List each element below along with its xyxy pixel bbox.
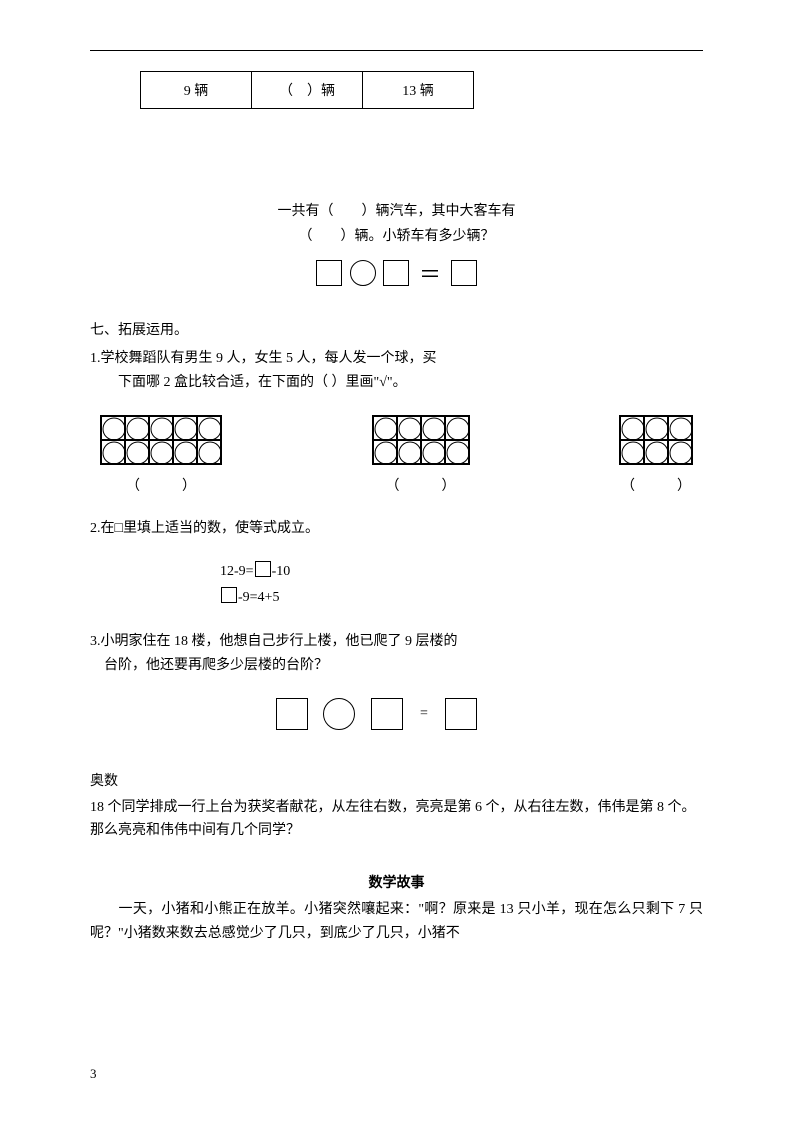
question-3: 3.小明家住在 18 楼，他想自己步行上楼，他已爬了 9 层楼的 台阶，他还要再…	[90, 630, 703, 678]
ball-cell	[620, 440, 644, 464]
question-1: 1.学校舞蹈队有男生 9 人，女生 5 人，每人发一个球，买 下面哪 2 盒比较…	[90, 347, 703, 395]
ball-cell	[101, 440, 125, 464]
ball-cell	[149, 416, 173, 440]
text-line: 一共有（ ）辆汽车，其中大客车有	[278, 204, 516, 219]
ball-cell	[421, 416, 445, 440]
car-question: 一共有（ ）辆汽车，其中大客车有 （ ）辆。小轿车有多少辆？	[90, 199, 703, 249]
car-table: 9 辆 （ ）辆 13 辆	[140, 71, 474, 109]
ball-cell	[644, 440, 668, 464]
ball-cell	[373, 440, 397, 464]
ball-cell	[620, 416, 644, 440]
blank-square[interactable]	[276, 698, 308, 730]
ball-cell	[421, 440, 445, 464]
eq-text: -9=4+5	[238, 590, 279, 605]
option-3: （ ）	[619, 415, 693, 495]
header-rule	[90, 50, 703, 51]
ball-cell	[125, 440, 149, 464]
section-title: 七、拓展运用。	[90, 319, 703, 339]
text-line: 下面哪 2 盒比较合适，在下面的（ ）里画"√"。	[104, 375, 407, 390]
eq-text: 12-9=	[220, 564, 254, 579]
text-line: 3.小明家住在 18 楼，他想自己步行上楼，他已爬了 9 层楼的	[90, 634, 458, 649]
aoshu-text: 18 个同学排成一行上台为获奖者献花，从左往右数，亮亮是第 6 个，从右往左数，…	[90, 797, 703, 842]
equation-template-2: =	[50, 698, 703, 730]
question-2-equations: 12-9= -10 -9=4+5	[220, 559, 703, 612]
ball-cell	[668, 440, 692, 464]
table-cell: 13 辆	[363, 72, 474, 109]
blank-square[interactable]	[371, 698, 403, 730]
option-2: （ ）	[372, 415, 470, 495]
ball-box	[372, 415, 470, 465]
ball-cell	[373, 416, 397, 440]
blank-circle[interactable]	[350, 260, 376, 286]
answer-paren[interactable]: （ ）	[386, 475, 456, 495]
aoshu-title: 奥数	[90, 770, 703, 794]
blank-circle[interactable]	[323, 698, 355, 730]
ball-cell	[197, 416, 221, 440]
blank-square[interactable]	[451, 260, 477, 286]
story-title: 数学故事	[90, 872, 703, 892]
blank-small-square[interactable]	[221, 587, 237, 603]
equation-template: ＝	[90, 257, 703, 289]
ball-cell	[445, 416, 469, 440]
blank-small-square[interactable]	[255, 561, 271, 577]
ball-cell	[149, 440, 173, 464]
equals-icon: ＝	[419, 257, 441, 289]
page: – 9 辆 （ ）辆 13 辆 一共有（ ）辆汽车，其中大客车有 （ ）辆。小轿…	[0, 0, 793, 1122]
ball-cell	[397, 416, 421, 440]
story-text: 一天，小猪和小熊正在放羊。小猪突然嚷起来："啊？原来是 13 只小羊，现在怎么只…	[90, 898, 703, 946]
page-number: 3	[90, 1066, 97, 1082]
header-dash: –	[377, 42, 383, 57]
answer-paren[interactable]: （ ）	[126, 475, 196, 495]
ball-cell	[173, 440, 197, 464]
eq-text: -10	[272, 564, 291, 579]
text-line: （ ）辆。小轿车有多少辆？	[299, 229, 495, 244]
ball-cell	[668, 416, 692, 440]
ball-cell	[644, 416, 668, 440]
text-line: 台阶，他还要再爬多少层楼的台阶？	[104, 658, 328, 673]
table-cell: 9 辆	[141, 72, 252, 109]
ball-box	[100, 415, 222, 465]
ball-cell	[125, 416, 149, 440]
ball-cell	[445, 440, 469, 464]
ball-cell	[397, 440, 421, 464]
option-1: （ ）	[100, 415, 222, 495]
options-row: （ ） （ ）	[90, 415, 703, 495]
text-line: 1.学校舞蹈队有男生 9 人，女生 5 人，每人发一个球，买	[90, 351, 437, 366]
question-2-intro: 2.在□里填上适当的数，使等式成立。	[90, 517, 703, 541]
ball-box	[619, 415, 693, 465]
ball-cell	[101, 416, 125, 440]
blank-square[interactable]	[445, 698, 477, 730]
blank-square[interactable]	[383, 260, 409, 286]
table-cell: （ ）辆	[252, 72, 363, 109]
ball-cell	[197, 440, 221, 464]
equals-icon: =	[420, 706, 428, 722]
blank-square[interactable]	[316, 260, 342, 286]
ball-cell	[173, 416, 197, 440]
answer-paren[interactable]: （ ）	[621, 475, 691, 495]
